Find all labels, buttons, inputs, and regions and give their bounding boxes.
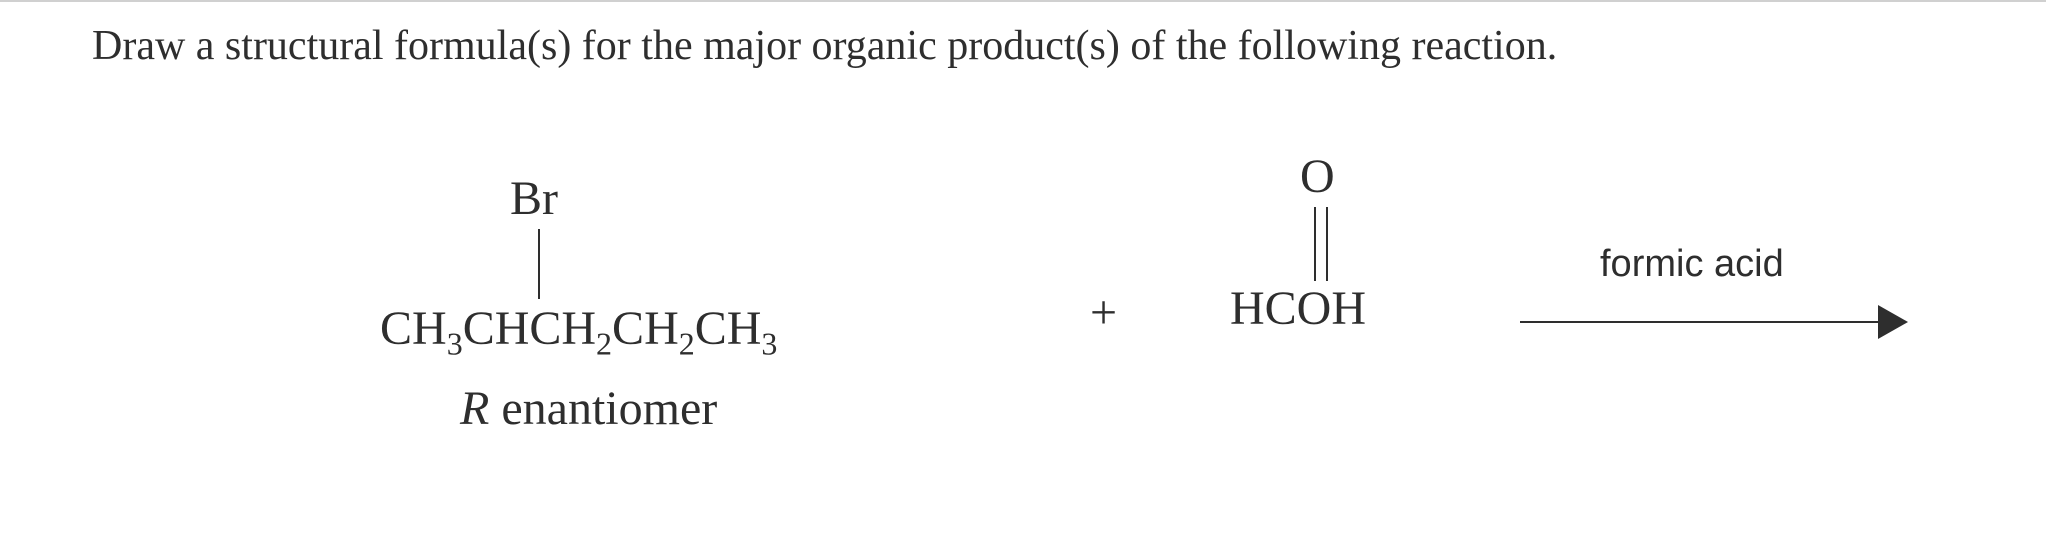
stereo-word: enantiomer [489, 382, 717, 435]
chain-frag-2: CHCH [463, 302, 596, 355]
stereochemistry-label: R enantiomer [460, 385, 717, 433]
chain-sub-4: 3 [761, 326, 777, 362]
reaction-scheme: Br CH3CHCH2CH2CH3 R enantiomer + O HCOH … [0, 145, 2046, 505]
br-c-bond [538, 229, 540, 299]
carbonyl-oxygen: O [1300, 153, 1335, 201]
plus-sign: + [1090, 285, 1117, 340]
chain-frag-1: CH [380, 302, 447, 355]
chain-frag-3: CH [612, 302, 679, 355]
arrow-line [1520, 321, 1880, 323]
chain-frag-4: CH [695, 302, 762, 355]
chain-sub-2: 2 [596, 326, 612, 362]
bromine-label: Br [510, 175, 558, 223]
top-rule [0, 0, 2046, 2]
arrow-condition-label: formic acid [1600, 243, 1784, 286]
chain-sub-1: 3 [447, 326, 463, 362]
stereo-R: R [460, 382, 489, 435]
reaction-arrow: formic acid [1520, 243, 1940, 363]
alkyl-chain: CH3CHCH2CH2CH3 [380, 305, 777, 353]
c-o-double-bond [1314, 207, 1328, 281]
chain-sub-3: 2 [679, 326, 695, 362]
arrow-head-icon [1878, 305, 1908, 339]
page: Draw a structural formula(s) for the maj… [0, 0, 2046, 554]
question-prompt: Draw a structural formula(s) for the maj… [92, 22, 1557, 70]
formic-acid-formula: HCOH [1230, 285, 1366, 333]
